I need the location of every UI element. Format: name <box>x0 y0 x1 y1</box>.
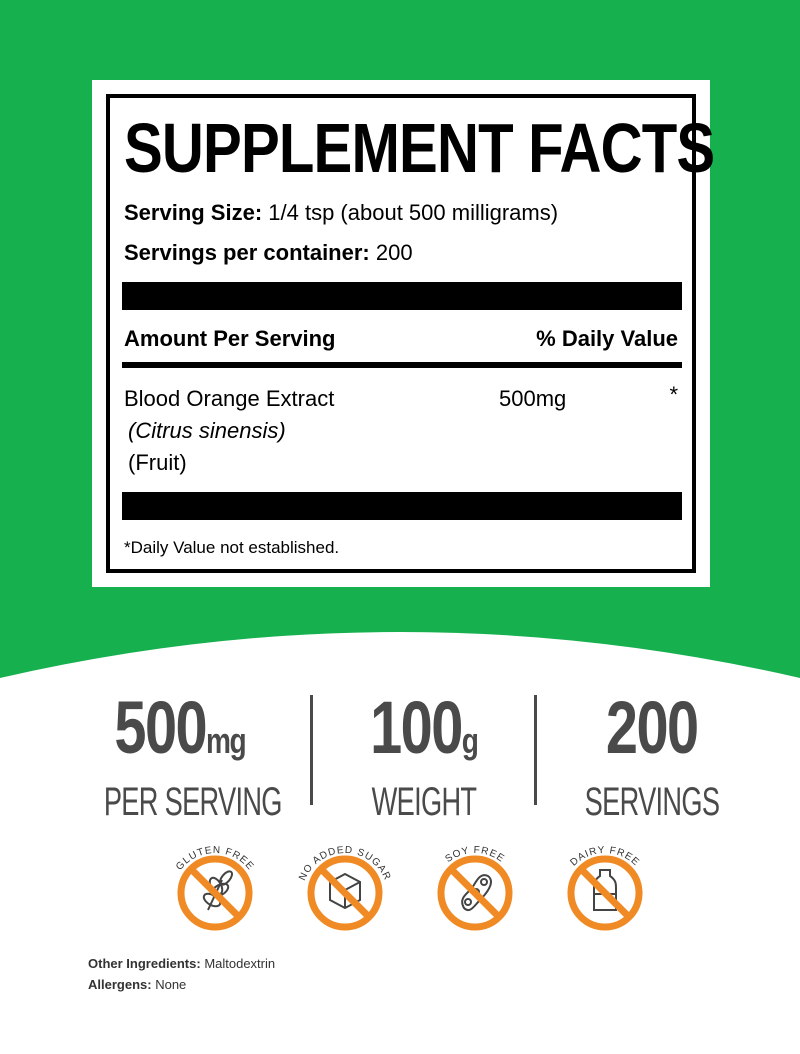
footnote: *Daily Value not established. <box>124 538 340 557</box>
milk-bottle-icon: DAIRY FREE <box>567 845 643 931</box>
stat-weight: 100g WEIGHT <box>312 690 536 824</box>
badge-no-added-sugar: NO ADDED SUGAR <box>290 838 400 938</box>
divider <box>534 695 537 805</box>
stat-label: SERVINGS <box>584 780 720 824</box>
stat-value: 500 <box>114 686 208 769</box>
thick-bar <box>122 492 682 520</box>
allergens-label: Allergens: <box>88 977 152 992</box>
thick-bar <box>122 282 682 310</box>
serving-size: Serving Size: 1/4 tsp (about 500 milligr… <box>124 200 558 226</box>
stat-unit: mg <box>206 720 247 761</box>
ingredient-dv: * <box>669 382 678 407</box>
servings-per-container: Servings per container: 200 <box>124 240 413 266</box>
wheat-icon: GLUTEN FREE <box>174 845 255 931</box>
divider <box>310 695 313 805</box>
allergens: Allergens: None <box>88 977 186 993</box>
facts-title: SUPPLEMENT FACTS <box>124 109 715 187</box>
other-ingredients: Other Ingredients: Maltodextrin <box>88 956 275 972</box>
divider-line <box>122 362 682 368</box>
stat-per-serving: 500mg PER SERVING <box>68 690 292 824</box>
dv-header: % Daily Value <box>536 326 678 351</box>
stat-label: PER SERVING <box>103 780 283 824</box>
ingredient-latin: (Citrus sinensis) <box>128 418 286 443</box>
badge-soy-free: SOY FREE <box>420 838 530 938</box>
serving-size-value: 1/4 tsp (about 500 milligrams) <box>268 200 559 225</box>
soybean-icon: SOY FREE <box>437 845 513 931</box>
badge-dairy-free: DAIRY FREE <box>550 838 660 938</box>
ingredient-part: (Fruit) <box>128 450 187 475</box>
badge-gluten-free: GLUTEN FREE <box>160 838 270 938</box>
other-ingredients-label: Other Ingredients: <box>88 956 201 971</box>
white-curve <box>0 632 800 700</box>
ingredient-amount: 500mg <box>499 386 567 411</box>
other-ingredients-value: Maltodextrin <box>204 956 276 971</box>
servings-value: 200 <box>375 240 413 265</box>
allergens-value: None <box>155 977 187 992</box>
stat-servings: 200 SERVINGS <box>540 690 764 824</box>
serving-size-label: Serving Size: <box>124 200 263 225</box>
stat-unit: g <box>462 720 479 761</box>
stat-value: 100 <box>370 686 463 769</box>
stat-value: 200 <box>606 686 699 769</box>
servings-label: Servings per container: <box>124 240 370 265</box>
stat-label: WEIGHT <box>371 780 477 824</box>
supplement-facts-label: SUPPLEMENT FACTS Serving Size: 1/4 tsp (… <box>92 80 715 587</box>
amount-header: Amount Per Serving <box>124 326 336 351</box>
sugar-cube-icon: NO ADDED SUGAR <box>297 845 392 931</box>
ingredient-name: Blood Orange Extract <box>124 386 335 411</box>
